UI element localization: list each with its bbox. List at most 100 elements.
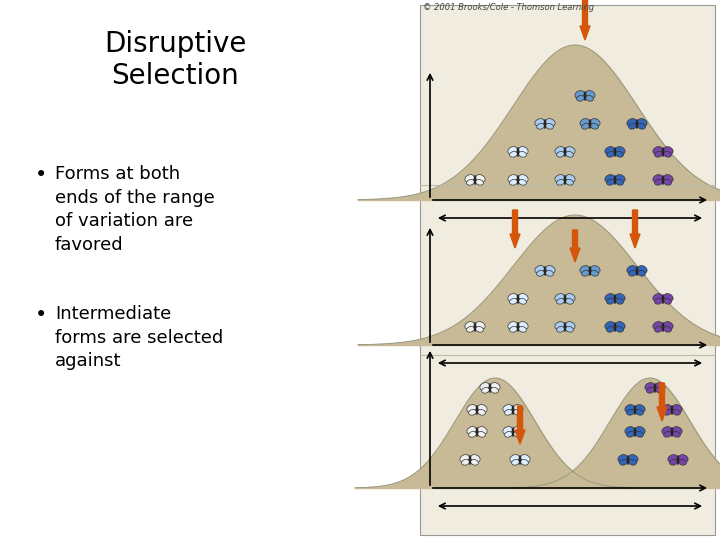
Ellipse shape bbox=[638, 271, 645, 276]
Ellipse shape bbox=[638, 124, 645, 129]
Ellipse shape bbox=[491, 383, 500, 390]
Ellipse shape bbox=[618, 455, 627, 462]
Ellipse shape bbox=[508, 322, 517, 329]
Ellipse shape bbox=[503, 427, 512, 434]
Ellipse shape bbox=[476, 327, 483, 332]
Ellipse shape bbox=[589, 266, 591, 275]
Ellipse shape bbox=[536, 124, 544, 129]
Ellipse shape bbox=[629, 271, 636, 276]
Ellipse shape bbox=[478, 427, 487, 434]
FancyArrow shape bbox=[580, 0, 590, 40]
Ellipse shape bbox=[620, 460, 627, 465]
Ellipse shape bbox=[662, 176, 664, 185]
Ellipse shape bbox=[577, 96, 585, 101]
Ellipse shape bbox=[616, 299, 624, 304]
Ellipse shape bbox=[590, 271, 598, 276]
Ellipse shape bbox=[591, 119, 600, 126]
Ellipse shape bbox=[514, 427, 523, 434]
Ellipse shape bbox=[467, 427, 476, 434]
Ellipse shape bbox=[653, 294, 662, 301]
Ellipse shape bbox=[477, 409, 485, 415]
Ellipse shape bbox=[566, 322, 575, 329]
Ellipse shape bbox=[564, 294, 566, 303]
Ellipse shape bbox=[508, 174, 517, 183]
Ellipse shape bbox=[607, 152, 614, 157]
Ellipse shape bbox=[614, 294, 616, 303]
Ellipse shape bbox=[518, 152, 526, 157]
Ellipse shape bbox=[564, 176, 566, 185]
Ellipse shape bbox=[645, 383, 654, 390]
Ellipse shape bbox=[654, 299, 662, 304]
Ellipse shape bbox=[517, 176, 519, 185]
Ellipse shape bbox=[626, 409, 634, 415]
Ellipse shape bbox=[614, 147, 616, 157]
Ellipse shape bbox=[590, 124, 598, 129]
Ellipse shape bbox=[664, 294, 673, 301]
Ellipse shape bbox=[638, 119, 647, 126]
Ellipse shape bbox=[518, 179, 526, 185]
Ellipse shape bbox=[512, 460, 519, 465]
Ellipse shape bbox=[679, 455, 688, 462]
Ellipse shape bbox=[582, 271, 589, 276]
Ellipse shape bbox=[513, 409, 521, 415]
Ellipse shape bbox=[517, 322, 519, 332]
Ellipse shape bbox=[585, 96, 593, 101]
Ellipse shape bbox=[521, 455, 530, 462]
Ellipse shape bbox=[662, 404, 671, 412]
Text: Forms at both
ends of the range
of variation are
favored: Forms at both ends of the range of varia… bbox=[55, 165, 215, 254]
Ellipse shape bbox=[607, 299, 614, 304]
Ellipse shape bbox=[518, 299, 526, 304]
Text: •: • bbox=[35, 165, 48, 185]
Ellipse shape bbox=[557, 152, 564, 157]
Ellipse shape bbox=[580, 119, 589, 126]
Ellipse shape bbox=[505, 409, 513, 415]
Ellipse shape bbox=[508, 146, 517, 154]
Ellipse shape bbox=[664, 299, 671, 304]
Ellipse shape bbox=[510, 327, 517, 332]
Ellipse shape bbox=[518, 327, 526, 332]
Ellipse shape bbox=[614, 322, 616, 332]
Ellipse shape bbox=[662, 294, 664, 303]
Ellipse shape bbox=[605, 294, 614, 301]
Ellipse shape bbox=[474, 176, 476, 185]
Ellipse shape bbox=[566, 294, 575, 301]
Ellipse shape bbox=[664, 431, 671, 437]
Ellipse shape bbox=[638, 266, 647, 273]
Ellipse shape bbox=[521, 460, 528, 465]
Ellipse shape bbox=[471, 455, 480, 462]
Ellipse shape bbox=[566, 152, 573, 157]
Ellipse shape bbox=[465, 174, 474, 183]
Ellipse shape bbox=[555, 322, 564, 329]
Ellipse shape bbox=[476, 406, 478, 415]
Ellipse shape bbox=[575, 91, 584, 98]
Ellipse shape bbox=[654, 327, 662, 332]
Ellipse shape bbox=[544, 266, 546, 275]
Ellipse shape bbox=[616, 179, 624, 185]
FancyArrow shape bbox=[657, 383, 667, 421]
Ellipse shape bbox=[589, 119, 591, 129]
Ellipse shape bbox=[503, 404, 512, 412]
Ellipse shape bbox=[546, 266, 555, 273]
Ellipse shape bbox=[605, 174, 614, 183]
Ellipse shape bbox=[654, 383, 656, 393]
Ellipse shape bbox=[616, 327, 624, 332]
Ellipse shape bbox=[582, 124, 589, 129]
Ellipse shape bbox=[671, 406, 672, 415]
Ellipse shape bbox=[505, 431, 513, 437]
Ellipse shape bbox=[614, 176, 616, 185]
Text: © 2001 Brooks/Cole - Thomson Learning: © 2001 Brooks/Cole - Thomson Learning bbox=[423, 3, 594, 12]
Ellipse shape bbox=[616, 146, 625, 154]
Ellipse shape bbox=[480, 383, 489, 390]
Text: •: • bbox=[35, 305, 48, 325]
Ellipse shape bbox=[508, 294, 517, 301]
Ellipse shape bbox=[654, 179, 662, 185]
Ellipse shape bbox=[477, 431, 485, 437]
Ellipse shape bbox=[672, 409, 680, 415]
Ellipse shape bbox=[519, 294, 528, 301]
Ellipse shape bbox=[616, 152, 624, 157]
Ellipse shape bbox=[510, 455, 519, 462]
Ellipse shape bbox=[544, 119, 546, 129]
Ellipse shape bbox=[555, 174, 564, 183]
Ellipse shape bbox=[607, 327, 614, 332]
Ellipse shape bbox=[474, 322, 476, 332]
